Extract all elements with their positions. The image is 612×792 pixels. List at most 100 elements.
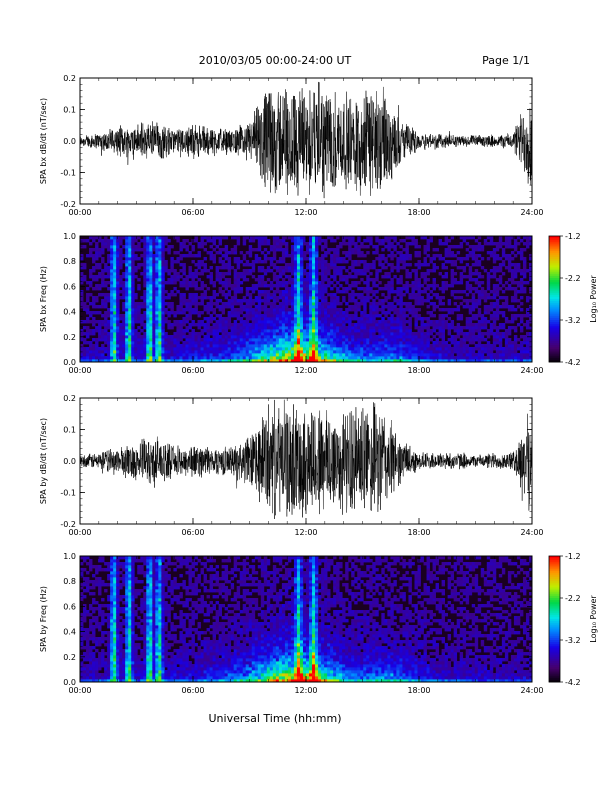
spectrogram-cell bbox=[299, 311, 304, 315]
spectrogram-cell bbox=[116, 314, 120, 318]
spectrogram-cell bbox=[363, 317, 367, 321]
spectrogram-cell bbox=[224, 353, 229, 357]
spectrogram-cell bbox=[197, 287, 201, 291]
colorbar-swatch bbox=[549, 257, 560, 260]
spectrogram-cell bbox=[354, 359, 358, 363]
spectrogram-cell bbox=[125, 275, 129, 279]
spectrogram-cell bbox=[393, 320, 397, 324]
spectrogram-cell bbox=[390, 335, 394, 339]
spectrogram-cell bbox=[200, 293, 204, 297]
spectrogram-cell bbox=[525, 347, 530, 351]
spectrogram-cell bbox=[525, 296, 530, 300]
spectrogram-cell bbox=[227, 251, 232, 255]
spectrogram-cell bbox=[492, 320, 497, 324]
spectrogram-cell bbox=[212, 347, 216, 351]
spectrogram-cell bbox=[95, 251, 99, 255]
spectrogram-cell bbox=[471, 335, 476, 339]
spectrogram-cell bbox=[450, 335, 455, 339]
spectrogram-cell bbox=[146, 236, 150, 240]
spectrogram-cell bbox=[209, 332, 213, 336]
spectrogram-cell bbox=[287, 353, 292, 357]
spectrogram-cell bbox=[296, 338, 301, 342]
spectrogram-cell bbox=[98, 350, 102, 354]
spectrogram-cell bbox=[293, 305, 298, 309]
spectrogram-cell bbox=[354, 281, 358, 285]
spectrogram-cell bbox=[272, 263, 277, 267]
spectrogram-cell bbox=[342, 335, 346, 339]
spectrogram-cell bbox=[200, 263, 204, 267]
spectrogram-cell bbox=[125, 299, 129, 303]
spectrogram-cell bbox=[399, 311, 403, 315]
spectrogram-cell bbox=[342, 323, 346, 327]
spectrogram-cell bbox=[348, 323, 352, 327]
spectrogram-cell bbox=[369, 317, 373, 321]
spectrogram-cell bbox=[110, 242, 114, 246]
spectrogram-cell bbox=[257, 257, 262, 261]
spectrogram-cell bbox=[260, 329, 265, 333]
spectrogram-cell bbox=[363, 350, 367, 354]
spectrogram-cell bbox=[426, 305, 430, 309]
spectrogram-cell bbox=[432, 257, 436, 261]
spectrogram-cell bbox=[378, 344, 382, 348]
spectrogram-cell bbox=[309, 347, 313, 351]
spectrogram-cell bbox=[155, 311, 159, 315]
spectrogram-cell bbox=[318, 326, 322, 330]
spectrogram-cell bbox=[501, 347, 506, 351]
spectrogram-cell bbox=[209, 353, 213, 357]
spectrogram-cell bbox=[495, 290, 500, 294]
spectrogram-cell bbox=[107, 323, 111, 327]
spectrogram-cell bbox=[239, 275, 244, 279]
spectrogram-cell bbox=[80, 299, 84, 303]
spectrogram-cell bbox=[375, 272, 379, 276]
spectrogram-cell bbox=[438, 353, 442, 357]
spectrogram-cell bbox=[290, 338, 295, 342]
spectrogram-cell bbox=[309, 296, 313, 300]
spectrogram-cell bbox=[86, 287, 90, 291]
spectrogram-cell bbox=[203, 317, 207, 321]
spectrogram-cell bbox=[336, 266, 340, 270]
spectrogram-cell bbox=[324, 251, 328, 255]
spectrogram-cell bbox=[185, 287, 189, 291]
spectrogram-cell bbox=[125, 284, 129, 288]
spectrogram-cell bbox=[372, 350, 376, 354]
spectrogram-cell bbox=[483, 296, 488, 300]
spectrogram-cell bbox=[333, 269, 337, 273]
spectrogram-cell bbox=[173, 236, 177, 240]
spectrogram-cell bbox=[321, 359, 325, 363]
spectrogram-cell bbox=[143, 260, 147, 264]
colorbar-swatch bbox=[549, 242, 560, 245]
spectrogram-cell bbox=[170, 353, 174, 357]
spectrogram-cell bbox=[215, 350, 220, 354]
spectrogram-cell bbox=[161, 317, 165, 321]
spectrogram-cell bbox=[312, 299, 316, 303]
spectrogram-cell bbox=[161, 359, 165, 363]
spectrogram-cell bbox=[507, 284, 512, 288]
spectrogram-cell bbox=[125, 236, 129, 240]
spectrogram-cell bbox=[492, 356, 497, 360]
spectrogram-cell bbox=[125, 254, 129, 258]
spectrogram-cell bbox=[281, 284, 286, 288]
spectrogram-cell bbox=[387, 359, 391, 363]
spectrogram-cell bbox=[260, 281, 265, 285]
spectrogram-cell bbox=[330, 338, 334, 342]
spectrogram-cell bbox=[399, 323, 403, 327]
spectrogram-cell bbox=[333, 317, 337, 321]
spectrogram-cell bbox=[414, 284, 418, 288]
spectrogram-cell bbox=[239, 299, 244, 303]
spectrogram-cell bbox=[251, 326, 256, 330]
spectrogram-cell bbox=[483, 350, 488, 354]
spectrogram-cell bbox=[309, 329, 313, 333]
spectrogram-cell bbox=[131, 257, 135, 261]
spectrogram-cell bbox=[287, 290, 292, 294]
spectrogram-cell bbox=[447, 350, 452, 354]
spectrogram-cell bbox=[203, 269, 207, 273]
spectrogram-cell bbox=[182, 254, 186, 258]
spectrogram-cell bbox=[224, 302, 229, 306]
spectrogram-cell bbox=[450, 260, 455, 264]
spectrogram-cell bbox=[465, 242, 470, 246]
spectrogram-cell bbox=[489, 332, 494, 336]
spectrogram-cell bbox=[239, 356, 244, 360]
spectrogram-cell bbox=[426, 356, 430, 360]
spectrogram-cell bbox=[387, 293, 391, 297]
spectrogram-cell bbox=[248, 317, 253, 321]
